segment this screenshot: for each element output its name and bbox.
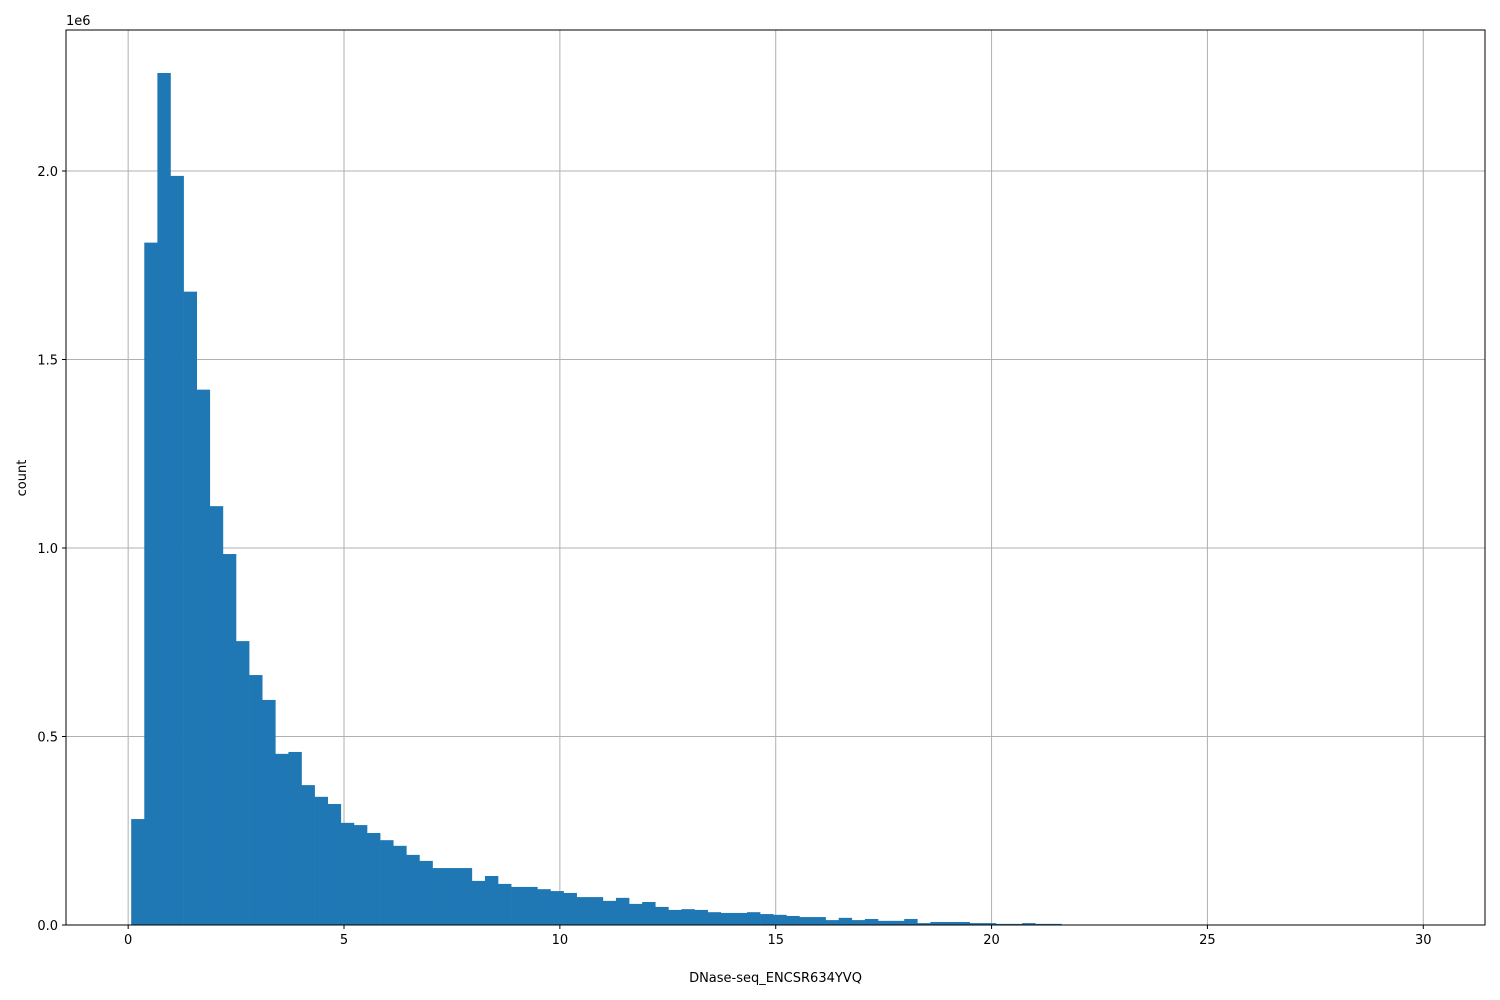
y-tick-label: 1.5 [37,353,58,368]
histogram-bar [445,868,460,925]
y-tick-label: 2.0 [37,165,58,180]
histogram-bar [615,897,630,925]
histogram-bar [655,906,669,925]
histogram-bar [314,796,329,925]
histogram-bar [131,819,145,925]
histogram-bar [498,883,512,925]
histogram-bar [707,912,722,925]
y-axis-label: count [15,460,30,497]
histogram-bar [642,902,656,925]
histogram-bar [144,242,158,925]
histogram-bar [236,641,250,925]
histogram-bar [419,860,433,925]
x-tick-label: 15 [767,933,784,948]
histogram-bar [327,803,342,925]
histogram-bar [196,389,211,925]
histogram-bar [943,921,957,925]
histogram-bar [262,699,276,925]
histogram-bar [969,923,984,925]
x-tick-label: 30 [1415,933,1432,948]
histogram-bar [367,833,381,925]
histogram-bar [629,903,643,925]
histogram-bar [380,840,394,925]
histogram-bar [524,886,538,925]
histogram-bar [157,72,171,926]
histogram-bar [170,175,184,926]
histogram-bar [406,854,420,925]
histogram-bar [786,915,800,925]
histogram-bar [760,914,774,925]
histogram-bar [838,917,853,925]
histogram-bar [249,675,263,925]
histogram-bar [1048,923,1062,925]
histogram-bar [288,751,302,925]
histogram-bar [733,912,748,925]
histogram-bar [878,920,892,925]
histogram-bar [864,918,879,925]
x-tick-label: 10 [552,933,569,948]
y-offset-label: 1e6 [66,14,91,29]
histogram-bar [799,917,813,925]
histogram-bar [668,909,682,925]
histogram-bar [183,291,197,926]
histogram-bar [917,923,931,925]
grid [66,30,1485,926]
y-tick-label: 0.5 [37,730,58,745]
histogram-bar [340,822,355,925]
x-tick-label: 5 [340,933,348,948]
x-tick-label: 25 [1199,933,1216,948]
histogram-bar [222,554,237,925]
histogram-bar [353,825,368,925]
histogram-bar [982,923,997,925]
histogram-bar [432,868,446,925]
histogram-bar [1022,923,1036,925]
histogram-bar [773,914,787,925]
histogram-bar [995,923,1010,925]
histogram-bar [576,897,591,925]
histogram-bar [956,921,971,925]
histogram-bar [904,918,918,925]
histogram-bars [131,72,1062,926]
histogram-bar [851,920,866,925]
histogram-bar [825,920,840,925]
histogram-bar [563,892,577,925]
y-tick-label: 1.0 [37,542,58,557]
histogram-bar [275,753,289,925]
histogram-bar [484,875,499,925]
histogram-bar [681,909,695,925]
histogram-bar [471,880,486,925]
histogram-bar [589,897,604,925]
histogram-bar [746,912,761,925]
x-axis-ticks: 0 5 10 15 20 25 30 [124,925,1432,948]
histogram-bar [550,891,564,925]
histogram-bar [930,921,944,925]
y-axis-ticks: 0.0 0.5 1.0 1.5 2.0 [37,165,66,934]
y-tick-label: 0.0 [37,919,58,934]
x-tick-label: 20 [983,933,1000,948]
histogram-bar [602,900,617,925]
histogram-bar [1035,923,1049,925]
histogram-bar [511,886,525,925]
histogram-bar [694,909,708,925]
histogram-bar [393,845,407,925]
histogram-bar [891,920,905,925]
histogram-bar [812,917,826,925]
x-axis-label: DNase-seq_ENCSR634YVQ [689,971,862,986]
histogram-bar [209,506,224,925]
histogram-bar [301,785,315,925]
x-tick-label: 0 [124,933,132,948]
histogram-bar [720,912,735,925]
histogram-bar [1009,923,1023,925]
histogram-bar [537,889,551,925]
histogram-bar [458,868,473,925]
